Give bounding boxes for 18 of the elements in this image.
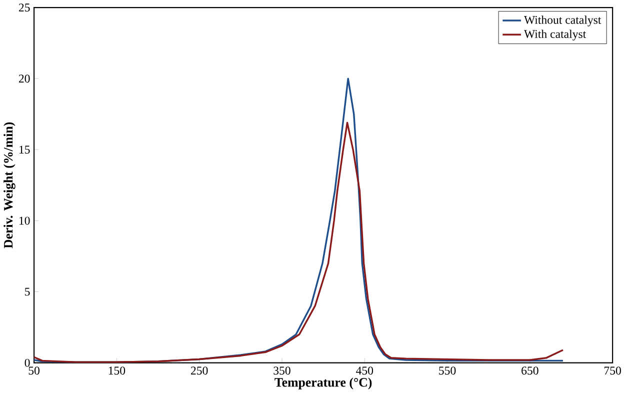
legend-label: Without catalyst [524, 16, 602, 26]
x-tick-label: 150 [108, 366, 126, 375]
x-tick-label: 50 [28, 366, 40, 375]
x-tick-label: 350 [274, 366, 290, 375]
y-tick-label: 20 [18, 74, 30, 83]
y-tick-label: 15 [19, 146, 30, 154]
y-axis-title: Deriv. Weight (%/min) [4, 122, 16, 248]
x-tick-label: 450 [356, 366, 374, 375]
legend-label: With catalyst [524, 30, 586, 40]
x-tick-label: 550 [439, 366, 456, 375]
x-tick-label: 250 [190, 366, 208, 375]
y-tick-label: 5 [25, 288, 30, 296]
y-tick-label: 0 [24, 358, 30, 367]
x-tick-label: 650 [522, 366, 538, 375]
x-tick-label: 750 [604, 366, 621, 375]
y-tick-label: 25 [18, 4, 30, 12]
y-tick-label: 10 [19, 216, 30, 225]
x-axis-title: Temperature (°C) [274, 378, 372, 390]
